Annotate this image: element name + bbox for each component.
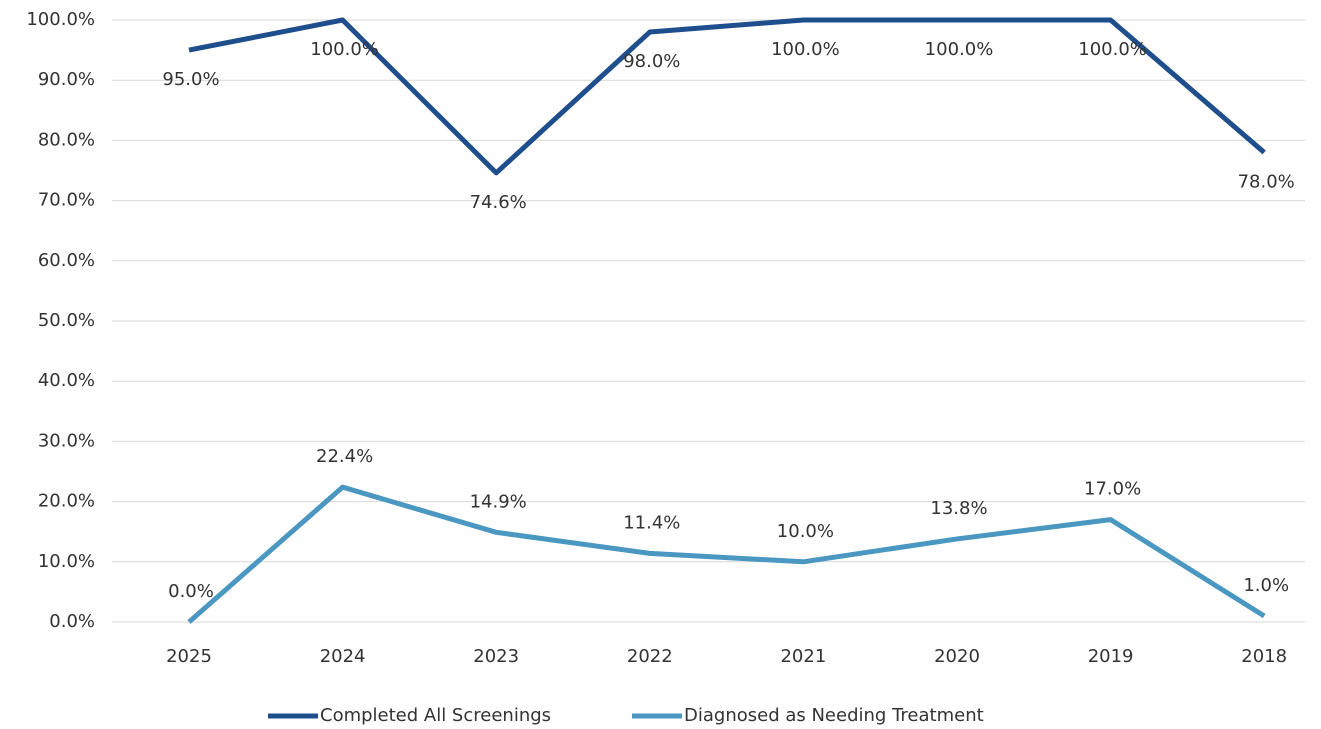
y-tick-label: 80.0% bbox=[38, 129, 95, 150]
data-label: 100.0% bbox=[925, 39, 994, 60]
y-tick-label: 60.0% bbox=[38, 250, 95, 271]
data-label: 10.0% bbox=[777, 521, 834, 542]
data-label: 11.4% bbox=[623, 512, 680, 533]
x-tick-label: 2024 bbox=[320, 646, 366, 667]
data-label: 100.0% bbox=[771, 39, 840, 60]
x-tick-label: 2023 bbox=[473, 646, 519, 667]
data-label: 17.0% bbox=[1084, 479, 1141, 500]
legend-label: Diagnosed as Needing Treatment bbox=[684, 705, 984, 726]
data-label: 1.0% bbox=[1243, 575, 1289, 596]
data-label: 74.6% bbox=[470, 192, 527, 213]
y-tick-label: 50.0% bbox=[38, 310, 95, 331]
y-tick-label: 100.0% bbox=[26, 9, 95, 30]
x-tick-label: 2021 bbox=[780, 646, 826, 667]
legend-label: Completed All Screenings bbox=[320, 705, 551, 726]
x-tick-label: 2025 bbox=[166, 646, 212, 667]
y-tick-label: 30.0% bbox=[38, 430, 95, 451]
y-tick-label: 0.0% bbox=[49, 611, 95, 632]
y-tick-label: 40.0% bbox=[38, 370, 95, 391]
x-tick-label: 2022 bbox=[627, 646, 673, 667]
y-tick-label: 90.0% bbox=[38, 69, 95, 90]
series-line bbox=[188, 17, 1266, 176]
data-label: 98.0% bbox=[623, 51, 680, 72]
data-label: 0.0% bbox=[168, 581, 214, 602]
data-label: 100.0% bbox=[310, 39, 379, 60]
data-label: 100.0% bbox=[1078, 39, 1147, 60]
data-label: 13.8% bbox=[930, 498, 987, 519]
x-tick-label: 2020 bbox=[934, 646, 980, 667]
data-label: 14.9% bbox=[470, 491, 527, 512]
data-label: 22.4% bbox=[316, 446, 373, 467]
data-label: 78.0% bbox=[1238, 171, 1295, 192]
x-tick-label: 2019 bbox=[1088, 646, 1134, 667]
series-line bbox=[187, 484, 1266, 624]
y-tick-label: 20.0% bbox=[38, 491, 95, 512]
y-tick-label: 70.0% bbox=[38, 190, 95, 211]
y-tick-label: 10.0% bbox=[38, 551, 95, 572]
x-tick-label: 2018 bbox=[1241, 646, 1287, 667]
data-label: 95.0% bbox=[162, 69, 219, 90]
